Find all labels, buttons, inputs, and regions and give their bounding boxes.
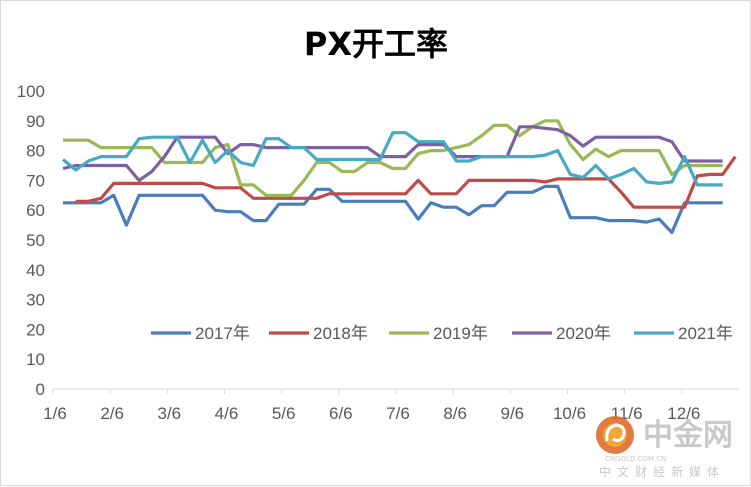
- x-tick-label: 10/6: [553, 404, 586, 423]
- y-tick-label: 70: [26, 171, 45, 190]
- y-tick-label: 0: [36, 380, 45, 399]
- x-tick-label: 1/6: [43, 404, 67, 423]
- x-tick-label: 8/6: [443, 404, 467, 423]
- y-axis: 0 10 20 30 40 50 60 70 80 90 100: [17, 82, 45, 399]
- legend-label: 2018年: [313, 324, 368, 343]
- watermark-domain: CNGOLD.COM.CN: [605, 455, 666, 463]
- x-tick-label: 4/6: [215, 404, 239, 423]
- y-tick-label: 40: [26, 261, 45, 280]
- y-tick-label: 20: [26, 320, 45, 339]
- watermark-subtitle: 中文财经新媒体: [599, 464, 725, 479]
- y-tick-label: 10: [26, 350, 45, 369]
- x-tick-label: 12/6: [667, 404, 700, 423]
- series-line-4: [62, 125, 723, 182]
- x-tick-label: 2/6: [100, 404, 124, 423]
- series-line-1: [63, 184, 723, 235]
- legend-label: 2017年: [195, 324, 250, 343]
- x-tick-label: 5/6: [272, 404, 296, 423]
- y-tick-label: 60: [26, 201, 45, 220]
- legend: 2017年 2018年 2019年 2020年 2021年: [151, 324, 733, 343]
- x-axis: 1/6 2/6 3/6 4/6 5/6 6/6 7/6 8/6 9/6 10/6 11/6 12/6: [43, 388, 739, 423]
- legend-label: 2021年: [678, 324, 733, 343]
- y-tick-label: 80: [26, 142, 45, 161]
- series-lines: [61, 119, 737, 235]
- series-line-5: [61, 131, 723, 187]
- x-tick-label: 3/6: [158, 404, 182, 423]
- y-tick-label: 90: [26, 112, 45, 131]
- y-tick-label: 30: [26, 291, 45, 310]
- y-tick-label: 50: [26, 231, 45, 250]
- chart-title: PX开工率: [304, 25, 448, 63]
- series-line-3: [63, 119, 723, 197]
- gold-swirl-icon: [596, 416, 634, 454]
- x-tick-label: 7/6: [386, 404, 410, 423]
- watermark-logo: 中金网 CNGOLD.COM.CN 中文财经新媒体: [596, 416, 733, 479]
- y-tick-label: 100: [17, 82, 45, 101]
- x-tick-label: 9/6: [501, 404, 525, 423]
- legend-label: 2019年: [433, 324, 488, 343]
- legend-label: 2020年: [556, 324, 611, 343]
- x-tick-label: 6/6: [329, 404, 353, 423]
- series-line-2: [75, 155, 737, 209]
- watermark-brand: 中金网: [643, 418, 733, 453]
